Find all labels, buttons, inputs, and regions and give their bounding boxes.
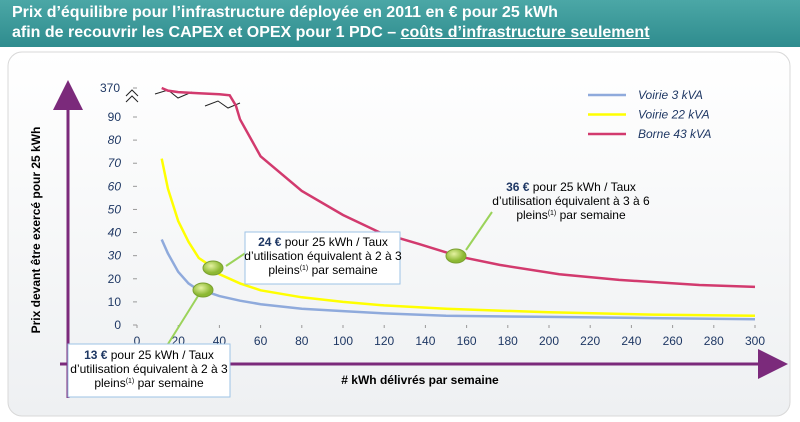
callout-line: pleins: [516, 208, 547, 222]
callout-line: pour 25 kWh / Taux: [281, 235, 388, 249]
title-bar: Prix d’équilibre pour l’infrastructure d…: [0, 0, 800, 47]
y-tick-label: 90: [108, 110, 122, 124]
callout-sup: (1): [300, 265, 309, 272]
x-tick-label: 160: [457, 334, 477, 348]
y-tick-label: 80: [108, 133, 122, 147]
x-tick-label: 60: [254, 334, 268, 348]
title-underlined: coûts d’infrastructure seulement: [400, 24, 650, 41]
callout-box: [244, 231, 401, 285]
curve-break: [154, 89, 241, 109]
callout-dot: [445, 248, 467, 264]
x-tick-label: 180: [498, 334, 518, 348]
callout-line: pour 25 kWh / Taux: [529, 180, 636, 194]
x-tick-label: 140: [415, 334, 435, 348]
callout-text: pleins(1) par semaine: [268, 263, 378, 277]
callout-text: pleins(1) par semaine: [94, 376, 204, 390]
x-tick-label: 220: [580, 334, 600, 348]
callout-line: par semaine: [134, 376, 204, 390]
callout-bold: 13 €: [84, 348, 108, 362]
x-tick-label: 100: [333, 334, 353, 348]
title-line: Prix d’équilibre pour l’infrastructure d…: [12, 4, 558, 21]
x-tick-label: 200: [539, 334, 559, 348]
callout-box: [67, 343, 231, 398]
x-tick-label: 300: [745, 334, 765, 348]
callout-arrow: [465, 211, 493, 251]
callout-text: 36 € pour 25 kWh / Taux: [506, 180, 636, 194]
x-tick-label: 80: [295, 334, 309, 348]
x-tick-label: 0: [134, 334, 141, 348]
callout-sup: (1): [548, 210, 557, 217]
callout-text: d’utilisation équivalent à 2 à 3: [70, 362, 228, 376]
y-axis-label: Prix devant être exercé pour 25 kWh: [29, 127, 43, 334]
y-tick-label: 60: [108, 179, 122, 193]
callout-line: par semaine: [556, 208, 626, 222]
callout-text: pleins(1) par semaine: [516, 208, 626, 222]
callout-line: pour 25 kWh / Taux: [107, 348, 214, 362]
callout-line: par semaine: [308, 263, 378, 277]
callout-dot: [202, 260, 224, 276]
callout-text: 13 € pour 25 kWh / Taux: [84, 348, 214, 362]
x-tick-label: 240: [621, 334, 641, 348]
x-axis-label: # kWh délivrés par semaine: [341, 373, 499, 387]
callout-line: pleins: [94, 376, 125, 390]
y-tick-label: 50: [108, 202, 122, 216]
callout-bold: 24 €: [258, 235, 282, 249]
y-tick-label: 370: [100, 81, 120, 95]
series-line: [160, 158, 756, 318]
callout-line: pleins: [268, 263, 299, 277]
legend-label: Voirie 22 kVA: [638, 108, 710, 122]
axis-break: [125, 89, 139, 103]
y-tick-label: 40: [108, 226, 122, 240]
callout-text: d’utilisation équivalent à 3 à 6: [492, 194, 650, 208]
legend-label: Borne 43 kVA: [638, 127, 711, 141]
callout-text: d’utilisation équivalent à 2 à 3: [244, 249, 402, 263]
legend-label: Voirie 3 kVA: [638, 88, 703, 102]
x-tick-label: 280: [704, 334, 724, 348]
title-part: afin de recouvrir les CAPEX et OPEX pour…: [12, 24, 397, 41]
title-line: afin de recouvrir les CAPEX et OPEX pour…: [12, 23, 800, 43]
y-tick-label: 70: [108, 156, 122, 170]
x-tick-label: 260: [663, 334, 683, 348]
callout-text: 24 € pour 25 kWh / Taux: [258, 235, 388, 249]
callout-dot: [192, 282, 214, 298]
y-tick-label: 10: [108, 295, 122, 309]
series-line: [161, 86, 756, 289]
callout-arrow: [167, 295, 199, 345]
y-tick-label: 20: [108, 272, 122, 286]
y-tick-label: 0: [114, 318, 121, 332]
x-tick-label: 120: [374, 334, 394, 348]
y-tick-label: 30: [108, 249, 122, 263]
callout-bold: 36 €: [506, 180, 530, 194]
series-line: [160, 238, 756, 321]
callout-sup: (1): [126, 378, 135, 385]
